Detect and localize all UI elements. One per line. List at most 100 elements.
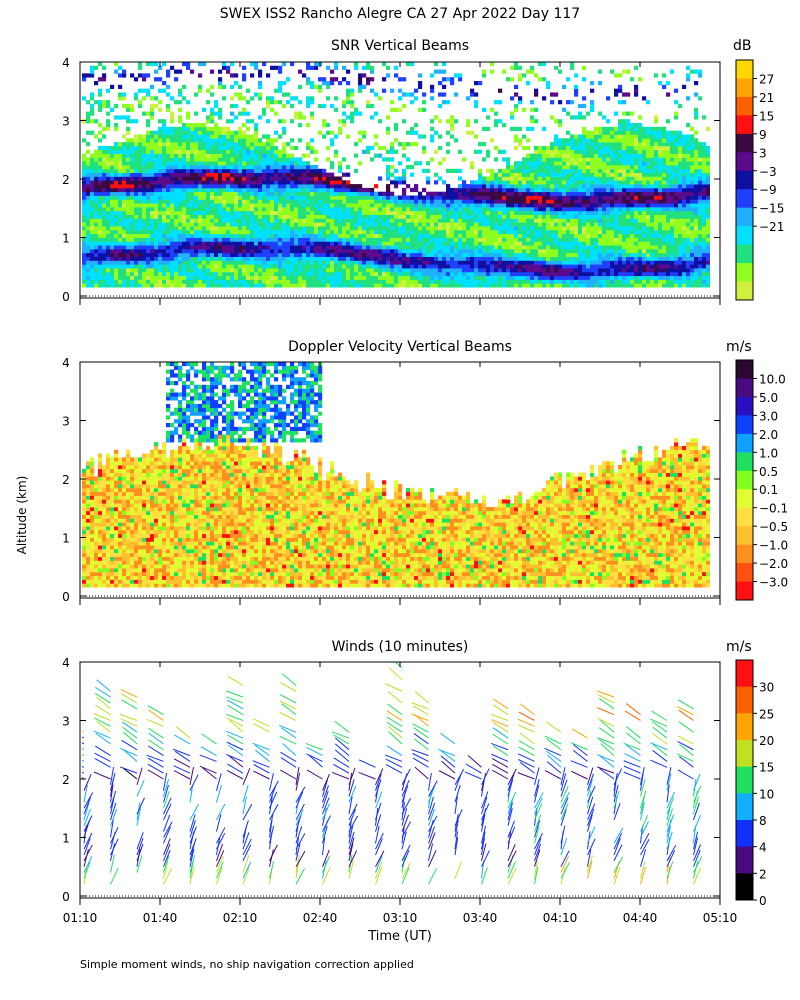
snr-cell xyxy=(170,130,175,135)
snr-cell xyxy=(494,176,499,181)
snr-cell xyxy=(118,214,123,219)
snr-cell xyxy=(314,180,319,185)
snr-cell xyxy=(290,241,295,246)
snr-cell xyxy=(246,248,251,254)
snr-cell xyxy=(102,126,107,132)
snr-cell xyxy=(230,184,235,189)
snr-cell xyxy=(118,229,123,235)
snr-cell xyxy=(466,191,471,196)
snr-cell xyxy=(210,252,215,257)
snr-cell xyxy=(114,153,119,158)
snr-cell xyxy=(506,241,511,246)
snr-cell xyxy=(314,65,319,70)
snr-cell xyxy=(562,233,567,238)
snr-cell xyxy=(98,279,103,284)
snr-cell xyxy=(126,103,131,109)
snr-cell xyxy=(366,65,371,70)
snr-cell xyxy=(318,283,323,288)
snr-cell xyxy=(86,199,91,204)
snr-cell xyxy=(462,271,467,277)
snr-cell xyxy=(110,203,115,208)
snr-cell xyxy=(110,279,115,284)
snr-cell xyxy=(178,115,183,120)
snr-cell xyxy=(546,256,551,261)
snr-cell xyxy=(298,268,303,273)
snr-cell xyxy=(338,176,343,181)
snr-cell xyxy=(438,191,443,196)
snr-cell xyxy=(306,252,311,257)
snr-cell xyxy=(518,191,523,196)
snr-cell xyxy=(454,222,459,227)
snr-cell xyxy=(170,206,175,212)
snr-cell xyxy=(254,157,259,162)
snr-cell xyxy=(170,161,175,166)
snr-cell xyxy=(90,206,95,212)
snr-cell xyxy=(242,161,247,166)
snr-cell xyxy=(454,195,459,200)
snr-cell xyxy=(558,275,563,280)
snr-cell xyxy=(318,203,323,208)
snr-cell xyxy=(130,176,135,181)
snr-cell xyxy=(98,275,103,280)
snr-cell xyxy=(98,168,103,174)
snr-cell xyxy=(302,206,307,212)
snr-cell xyxy=(286,195,291,200)
snr-cell xyxy=(142,176,147,181)
snr-cell xyxy=(162,210,167,215)
snr-cell xyxy=(182,218,187,223)
snr-cell xyxy=(266,187,271,193)
snr-cell xyxy=(418,161,423,166)
snr-cell xyxy=(510,268,515,273)
snr-cell xyxy=(118,237,123,242)
snr-cell xyxy=(450,271,455,277)
snr-cell xyxy=(502,203,507,208)
snr-cell xyxy=(350,260,355,265)
snr-cell xyxy=(370,195,375,200)
snr-cell xyxy=(286,226,291,231)
snr-cell xyxy=(158,191,163,196)
snr-cell xyxy=(470,210,475,215)
snr-cell xyxy=(442,203,447,208)
snr-cell xyxy=(446,271,451,277)
snr-cell xyxy=(270,107,275,112)
snr-cell xyxy=(202,203,207,208)
snr-cell xyxy=(118,252,123,257)
snr-cell xyxy=(298,176,303,181)
snr-cell xyxy=(310,256,315,261)
snr-cell xyxy=(474,134,479,139)
snr-cell xyxy=(114,126,119,132)
snr-cell xyxy=(422,241,427,246)
snr-cell xyxy=(402,256,407,261)
snr-cell xyxy=(198,252,203,257)
snr-cell xyxy=(370,233,375,238)
snr-cell xyxy=(210,130,215,135)
snr-cell xyxy=(250,271,255,277)
snr-cell xyxy=(322,260,327,265)
snr-cell xyxy=(558,233,563,238)
snr-cell xyxy=(246,256,251,261)
snr-cell xyxy=(210,248,215,254)
snr-cell xyxy=(170,145,175,151)
snr-cell xyxy=(574,279,579,284)
snr-cell xyxy=(542,191,547,196)
snr-cell xyxy=(154,214,159,219)
snr-cell xyxy=(370,199,375,204)
snr-cell xyxy=(142,73,147,78)
snr-cell xyxy=(234,145,239,151)
snr-cell xyxy=(518,126,523,132)
snr-cell xyxy=(450,252,455,257)
snr-cell xyxy=(270,206,275,212)
snr-cell xyxy=(182,180,187,185)
snr-cell xyxy=(542,241,547,246)
snr-cell xyxy=(206,275,211,280)
snr-cell xyxy=(90,279,95,284)
snr-cell xyxy=(82,283,87,288)
snr-cell xyxy=(538,264,543,269)
snr-cell xyxy=(174,203,179,208)
snr-cell xyxy=(486,180,491,185)
snr-cell xyxy=(242,195,247,200)
snr-cell xyxy=(234,149,239,154)
snr-cell xyxy=(362,237,367,242)
snr-cell xyxy=(406,218,411,223)
snr-cell xyxy=(566,279,571,284)
